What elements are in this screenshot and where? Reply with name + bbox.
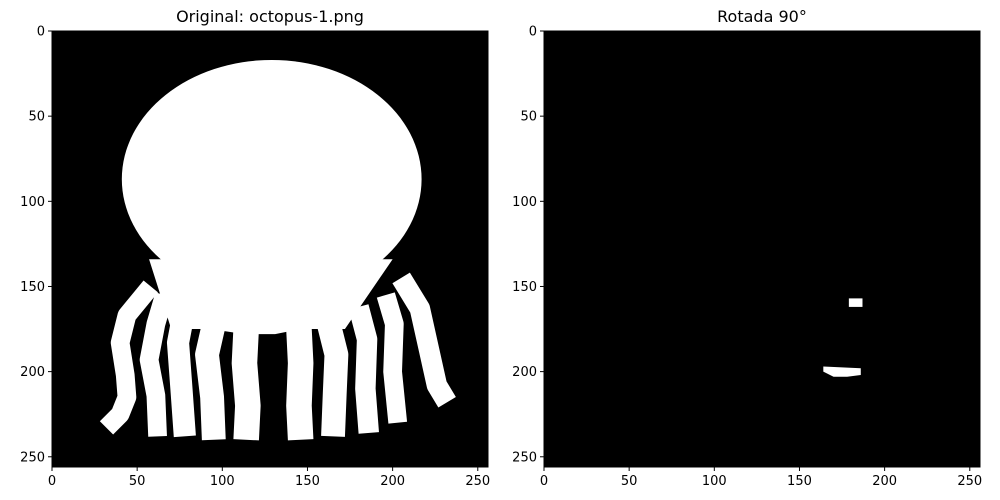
y-tick-label: 250 — [20, 450, 45, 465]
shape-tentacle-5 — [231, 328, 261, 441]
axes-frame — [543, 30, 981, 468]
y-tick-label: 0 — [37, 25, 45, 40]
x-tick-label: 200 — [380, 474, 405, 489]
x-tick-label: 150 — [295, 474, 320, 489]
shape-tentacle-3 — [166, 304, 196, 438]
y-tick-label: 50 — [520, 110, 537, 125]
chart-title: Rotada 90° — [717, 7, 807, 26]
shape-tentacle-10 — [392, 272, 456, 408]
image-background — [544, 31, 980, 467]
shape-tentacle-9 — [376, 292, 408, 424]
shape-head — [121, 59, 422, 299]
shape-tentacle-1 — [99, 280, 159, 435]
image-shapes — [99, 59, 456, 441]
y-tick-label: 100 — [20, 195, 45, 210]
y-tick-label: 250 — [512, 450, 537, 465]
chart-title: Original: octopus-1.png — [176, 7, 364, 26]
shape-blob-2 — [823, 366, 861, 377]
y-tick-label: 50 — [28, 110, 45, 125]
x-tick-label: 200 — [872, 474, 897, 489]
x-tick-label: 250 — [957, 474, 982, 489]
x-tick-label: 250 — [465, 474, 490, 489]
x-tick-label: 100 — [210, 474, 235, 489]
x-tick-label: 0 — [48, 474, 56, 489]
y-tick-label: 100 — [512, 195, 537, 210]
y-tick-label: 200 — [512, 365, 537, 380]
shape-blob-1 — [848, 298, 863, 307]
shape-tentacle-4 — [195, 314, 228, 441]
shape-tentacle-8 — [348, 304, 379, 434]
shape-tentacle-7 — [316, 317, 349, 437]
shape-tentacle-2 — [139, 292, 174, 437]
y-tick-label: 200 — [20, 365, 45, 380]
image-shapes — [823, 298, 863, 377]
axes-frame — [51, 30, 489, 468]
x-tick-label: 150 — [787, 474, 812, 489]
x-tick-label: 0 — [540, 474, 548, 489]
x-tick-label: 50 — [129, 474, 146, 489]
x-tick-label: 100 — [702, 474, 727, 489]
y-tick-label: 150 — [20, 280, 45, 295]
x-tick-label: 50 — [621, 474, 638, 489]
y-tick-label: 0 — [529, 25, 537, 40]
shape-tentacle-6 — [286, 328, 314, 441]
shape-body — [149, 259, 393, 335]
y-tick-label: 150 — [512, 280, 537, 295]
